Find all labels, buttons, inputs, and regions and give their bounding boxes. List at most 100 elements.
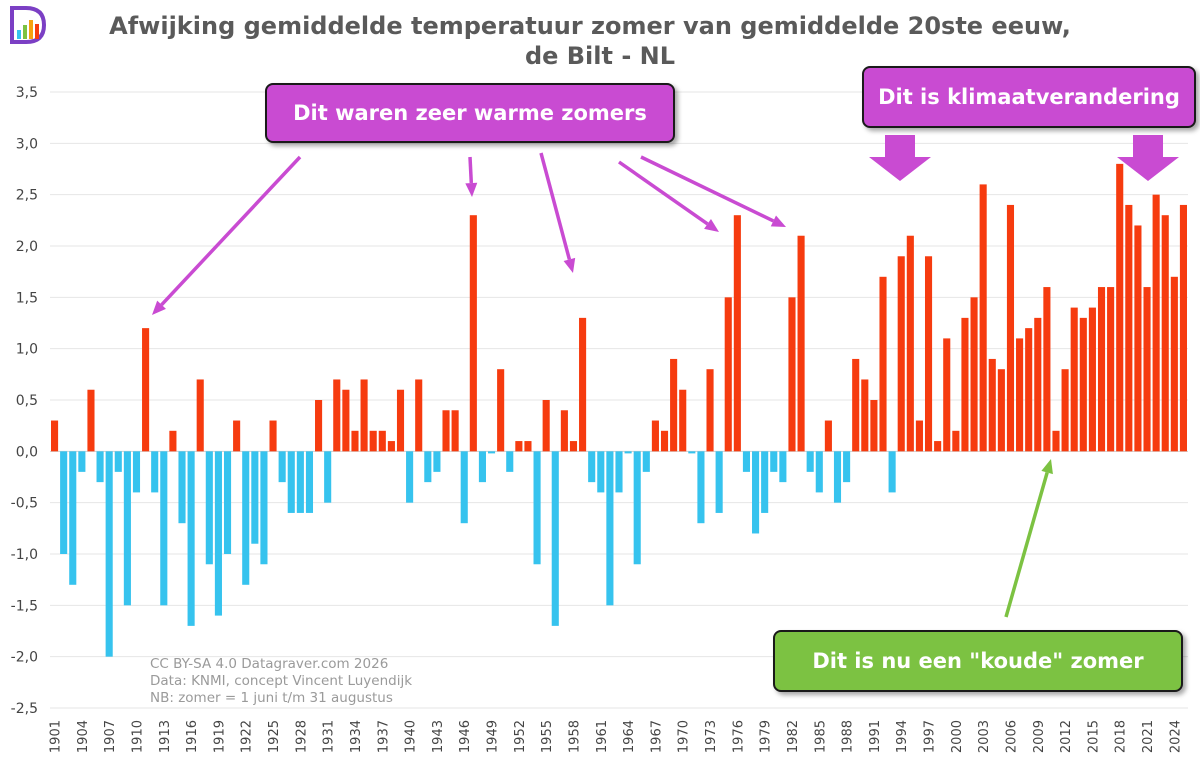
bar-1906 (96, 451, 104, 483)
bar-1934 (351, 430, 359, 452)
bar-1905 (87, 389, 95, 452)
bar-1997 (924, 256, 933, 452)
bar-1969 (670, 358, 678, 452)
x-tick-label: 1967 (649, 720, 664, 753)
bar-1942 (424, 451, 432, 483)
bar-1983 (797, 235, 805, 452)
bar-1984 (806, 451, 814, 472)
x-tick-label: 1979 (759, 720, 774, 753)
bar-1921 (233, 420, 241, 452)
y-tick-label: 2,0 (16, 239, 38, 255)
y-tick-label: 1,0 (16, 342, 38, 358)
bar-1949 (487, 451, 496, 454)
bar-1992 (879, 276, 887, 452)
bar-1929 (305, 451, 314, 513)
x-tick-label: 1970 (677, 720, 692, 753)
bar-1923 (251, 451, 259, 544)
bar-2024 (1170, 276, 1178, 452)
y-tick-label: -2,5 (11, 701, 38, 717)
x-tick-label: 1928 (294, 720, 309, 753)
bar-1996 (915, 420, 923, 452)
bar-1903 (69, 451, 77, 585)
annotation-arrow (468, 156, 474, 184)
bar-1959 (579, 317, 587, 452)
x-tick-label: 2012 (1059, 720, 1074, 753)
bar-1911 (142, 328, 150, 452)
x-tick-label: 1907 (103, 720, 118, 753)
annotation-arrowhead (770, 215, 786, 227)
bar-2004 (988, 358, 996, 452)
bar-1982 (788, 297, 796, 452)
bar-1955 (542, 400, 550, 452)
bar-1985 (815, 451, 823, 493)
bar-2021 (1143, 287, 1151, 452)
bar-1952 (515, 441, 523, 452)
bar-2014 (1079, 317, 1087, 452)
bar-1963 (615, 451, 623, 493)
x-tick-label: 1901 (49, 720, 64, 753)
bar-1960 (588, 451, 596, 483)
bar-1998 (934, 441, 942, 452)
bar-1973 (706, 369, 714, 452)
y-axis-tick-labels: 3,5 3,0 2,5 2,0 1,5 1,0 0,5 0,0 -0,5 -1,0 -1,5 -2,0… (11, 85, 38, 717)
bar-1943 (433, 451, 441, 472)
x-tick-label: 1955 (540, 720, 555, 753)
x-tick-label: 1997 (923, 720, 938, 753)
bar-1980 (770, 451, 778, 472)
x-tick-label: 1994 (895, 720, 910, 753)
x-tick-label: 2006 (1004, 720, 1019, 753)
bar-1915 (178, 451, 186, 524)
x-tick-label: 1910 (130, 720, 145, 753)
callout-warm-summers: Dit waren zeer warme zomers (265, 83, 675, 143)
bar-1994 (897, 256, 905, 452)
annotation-arrow (640, 155, 775, 223)
bar-2006 (1006, 204, 1015, 452)
x-tick-label: 1940 (404, 720, 419, 753)
chart-title-line1: Afwijking gemiddelde temperatuur zomer v… (109, 12, 1071, 40)
x-tick-label: 1958 (567, 720, 582, 753)
x-tick-label: 1982 (786, 720, 801, 753)
y-tick-label: 2,5 (16, 188, 38, 204)
x-tick-label: 2015 (1086, 720, 1101, 753)
bar-1981 (779, 451, 787, 483)
x-tick-label: 2003 (977, 720, 992, 753)
bar-2015 (1088, 307, 1096, 452)
annotation-arrow (617, 160, 709, 226)
x-tick-label: 1943 (431, 720, 446, 753)
bar-1925 (269, 420, 277, 452)
bar-1927 (287, 451, 295, 513)
x-tick-label: 2021 (1141, 720, 1156, 753)
x-tick-label: 1961 (595, 720, 610, 753)
x-tick-label: 2018 (1114, 720, 1129, 753)
bar-1962 (606, 451, 614, 606)
bar-1988 (843, 451, 851, 483)
bar-1993 (888, 451, 896, 493)
bar-1945 (451, 410, 459, 452)
bar-2023 (1161, 215, 1169, 452)
bar-2003 (979, 184, 987, 452)
bar-2018 (1116, 163, 1124, 452)
bar-1918 (205, 451, 213, 565)
bar-2020 (1134, 225, 1142, 452)
y-tick-label: -1,0 (11, 547, 38, 563)
bar-1901 (51, 420, 59, 452)
bar-1940 (406, 451, 414, 503)
y-tick-label: 3,0 (16, 136, 38, 152)
bars (51, 163, 1187, 657)
bar-2002 (970, 297, 978, 452)
bar-2001 (961, 317, 969, 452)
bar-1933 (342, 389, 350, 452)
y-tick-label: 0,5 (16, 393, 38, 409)
bar-1938 (387, 441, 395, 452)
bar-1932 (333, 379, 341, 452)
bar-1964 (624, 451, 632, 454)
bar-1968 (660, 430, 669, 452)
bar-1919 (214, 451, 222, 616)
bar-1930 (315, 400, 323, 452)
bar-1991 (870, 400, 878, 452)
bar-2022 (1152, 194, 1160, 452)
x-tick-label: 2009 (1032, 720, 1047, 753)
bar-1971 (688, 451, 696, 454)
bar-2010 (1043, 287, 1051, 452)
x-tick-label: 1925 (267, 720, 282, 753)
